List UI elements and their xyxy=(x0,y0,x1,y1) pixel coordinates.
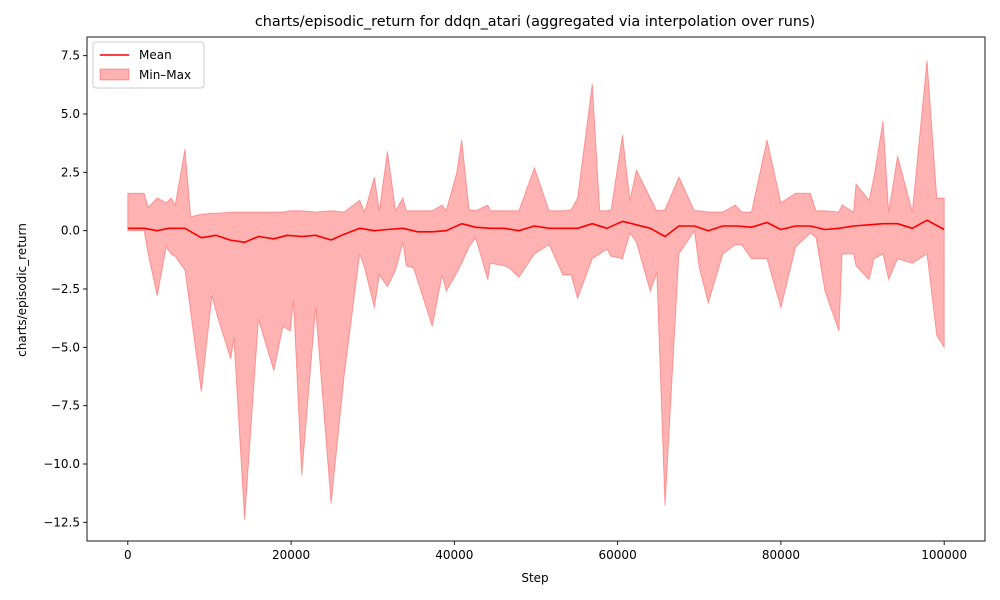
x-tick-label: 100000 xyxy=(921,548,967,562)
x-tick-label: 0 xyxy=(124,548,132,562)
y-tick-label: 5.0 xyxy=(61,107,80,121)
y-tick-label: −12.5 xyxy=(43,515,80,529)
series-mean-line xyxy=(127,219,945,244)
legend-minmax-label: Min–Max xyxy=(139,68,191,82)
x-axis-label: Step xyxy=(521,571,548,585)
x-tick-label: 80000 xyxy=(762,548,800,562)
legend: Mean Min–Max xyxy=(92,41,205,89)
y-tick-label: 7.5 xyxy=(61,49,80,63)
series-minmax-band xyxy=(127,60,945,521)
y-axis: 7.5 5.0 2.5 0.0 −2.5 −5.0 −7.5 −10.0 −12.5 xyxy=(43,49,87,529)
y-tick-label: −5.0 xyxy=(51,340,80,354)
y-tick-label: 2.5 xyxy=(61,165,80,179)
legend-box xyxy=(92,41,205,89)
x-tick-label: 20000 xyxy=(272,548,310,562)
x-tick-label: 40000 xyxy=(435,548,473,562)
legend-mean-label: Mean xyxy=(139,48,172,62)
x-axis: 0 20000 40000 60000 80000 100000 xyxy=(124,541,967,562)
y-tick-label: −7.5 xyxy=(51,399,80,413)
y-tick-label: −2.5 xyxy=(51,282,80,296)
legend-minmax-swatch xyxy=(99,68,130,81)
y-axis-label: charts/episodic_return xyxy=(15,223,29,357)
y-tick-label: 0.0 xyxy=(61,224,80,238)
chart-title: charts/episodic_return for ddqn_atari (a… xyxy=(255,14,815,30)
x-tick-label: 60000 xyxy=(599,548,637,562)
y-tick-label: −10.0 xyxy=(43,457,80,471)
